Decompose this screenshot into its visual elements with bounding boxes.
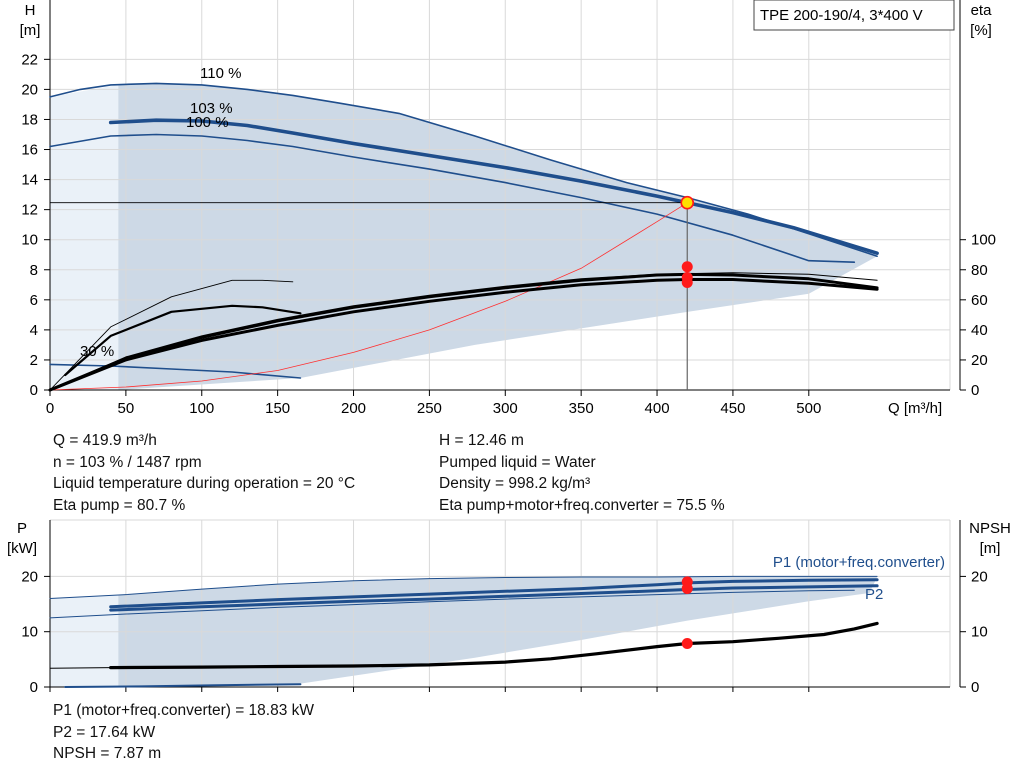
power-npsh-chart: 0 10 20 0 10 20 P [kW] NPSH [m] P1 (motor+freq.con… bbox=[7, 519, 1011, 696]
x-tick-label: 400 bbox=[645, 400, 670, 417]
info-npsh: NPSH = 7.87 m bbox=[53, 745, 162, 762]
y-tick-label-right: 20 bbox=[971, 568, 988, 585]
info-speed: n = 103 % / 1487 rpm bbox=[53, 453, 202, 471]
duty-marker-p2 bbox=[681, 582, 693, 594]
y-axis-right-unit: [m] bbox=[980, 540, 1001, 557]
label-110-percent: 110 % bbox=[200, 65, 241, 82]
y-tick-label-right: 80 bbox=[971, 262, 988, 279]
duty-marker-eta-low bbox=[681, 277, 693, 289]
model-box-label: TPE 200-190/4, 3*400 V bbox=[760, 7, 923, 24]
y-tick-label-left: 10 bbox=[21, 232, 38, 249]
duty-info-right: H = 12.46 m Pumped liquid = Water Densit… bbox=[439, 430, 725, 516]
y-axis-right-title: eta bbox=[971, 2, 993, 19]
y-tick-label-right: 100 bbox=[971, 232, 996, 249]
info-eta-total: Eta pump+motor+freq.converter = 75.5 % bbox=[439, 496, 725, 514]
info-flow: Q = 419.9 m³/h bbox=[53, 432, 157, 449]
curve-p2 bbox=[109, 584, 879, 612]
info-density: Density = 998.2 kg/m³ bbox=[439, 475, 591, 492]
y-tick-label-left: 18 bbox=[21, 111, 38, 128]
curve-eta-30-low-q bbox=[64, 304, 302, 377]
x-axis-label: Q [m³/h] bbox=[888, 400, 942, 417]
y-tick-label-right: 0 bbox=[971, 679, 979, 696]
y-tick-label-right: 60 bbox=[971, 292, 988, 309]
y-axis-left-title: H bbox=[25, 2, 36, 19]
curve-eta-total-100 bbox=[49, 272, 878, 391]
curve-eta-110-low-q bbox=[49, 279, 294, 391]
info-p2: P2 = 17.64 kW bbox=[53, 723, 156, 741]
duty-marker-eta-total bbox=[681, 261, 693, 273]
y-tick-label-right: 10 bbox=[971, 624, 988, 641]
duty-info-left: Q = 419.9 m³/h n = 103 % / 1487 rpm Liqu… bbox=[53, 430, 355, 516]
info-p1: P1 (motor+freq.converter) = 18.83 kW bbox=[53, 702, 315, 719]
y-axis-left-unit: [m] bbox=[20, 22, 41, 39]
info-eta-pump: Eta pump = 80.7 % bbox=[53, 496, 186, 514]
label-p2: P2 bbox=[865, 586, 883, 603]
label-103-percent: 103 % bbox=[190, 100, 233, 117]
curve-100 bbox=[49, 133, 856, 264]
x-tick-label: 50 bbox=[118, 400, 135, 417]
model-box bbox=[753, 0, 955, 31]
y-tick-label-right: 20 bbox=[971, 352, 988, 369]
curve-system-curve bbox=[49, 202, 688, 391]
x-tick-label: 450 bbox=[720, 400, 745, 417]
y-tick-label-left: 22 bbox=[21, 51, 38, 68]
label-p1: P1 (motor+freq.converter) bbox=[773, 554, 945, 571]
curve-110 bbox=[49, 82, 878, 258]
info-pumped-liquid: Pumped liquid = Water bbox=[439, 453, 596, 471]
y-tick-label-left: 0 bbox=[30, 382, 38, 399]
y-tick-label-left: 6 bbox=[30, 292, 38, 309]
y-tick-label-left: 16 bbox=[21, 142, 38, 159]
duty-marker-npsh bbox=[681, 637, 693, 649]
x-tick-label: 100 bbox=[189, 400, 214, 417]
y-tick-label-left: 0 bbox=[30, 679, 38, 696]
operating-envelope bbox=[118, 83, 878, 390]
y-tick-label-right: 0 bbox=[971, 382, 979, 399]
x-tick-label: 250 bbox=[417, 400, 442, 417]
y-tick-label-left: 14 bbox=[21, 172, 38, 189]
x-tick-label: 150 bbox=[265, 400, 290, 417]
y-tick-label-left: 10 bbox=[21, 624, 38, 641]
info-liquid-temperature: Liquid temperature during operation = 20… bbox=[53, 475, 356, 492]
power-info: P1 (motor+freq.converter) = 18.83 kW P2 … bbox=[53, 700, 314, 765]
curve-eta-pump bbox=[48, 278, 879, 392]
y-axis-left-unit: [kW] bbox=[7, 540, 37, 557]
x-tick-label: 350 bbox=[569, 400, 594, 417]
x-tick-label: 0 bbox=[46, 400, 54, 417]
curve-p1-110 bbox=[49, 575, 878, 599]
curve-eta-pump-motor-freq-converter bbox=[48, 272, 879, 392]
info-head: H = 12.46 m bbox=[439, 432, 524, 449]
y-tick-label-left: 20 bbox=[21, 568, 38, 585]
head-efficiency-chart: 0 2 4 6 8 10 12 14 16 18 20 22 0 20 40 60 80 100 0 50 100 150… bbox=[20, 0, 996, 417]
curve-p1-100 bbox=[49, 589, 855, 619]
y-axis-right-title: NPSH bbox=[969, 520, 1011, 537]
y-axis-right-unit: [%] bbox=[970, 22, 992, 39]
curve-npsh-thin bbox=[49, 662, 506, 669]
duty-point-marker bbox=[680, 195, 695, 210]
label-30-percent: 30 % bbox=[80, 343, 114, 360]
curve-p1-motor-freq-converter bbox=[109, 578, 879, 609]
y-tick-label-left: 20 bbox=[21, 81, 38, 98]
label-100-percent: 100 % bbox=[186, 114, 229, 131]
y-tick-label-right: 40 bbox=[971, 322, 988, 339]
x-tick-label: 200 bbox=[341, 400, 366, 417]
curve-p1-30 bbox=[64, 683, 302, 688]
y-axis-left-title: P bbox=[17, 520, 27, 537]
y-tick-label-left: 12 bbox=[21, 202, 38, 219]
operating-range-light bbox=[50, 84, 119, 391]
x-tick-label: 300 bbox=[493, 400, 518, 417]
curve-103 bbox=[108, 118, 879, 255]
operating-range-light bbox=[50, 594, 119, 687]
y-tick-label-left: 4 bbox=[30, 322, 38, 339]
x-tick-label: 500 bbox=[796, 400, 821, 417]
y-tick-label-left: 2 bbox=[30, 352, 38, 369]
y-tick-label-left: 8 bbox=[30, 262, 38, 279]
